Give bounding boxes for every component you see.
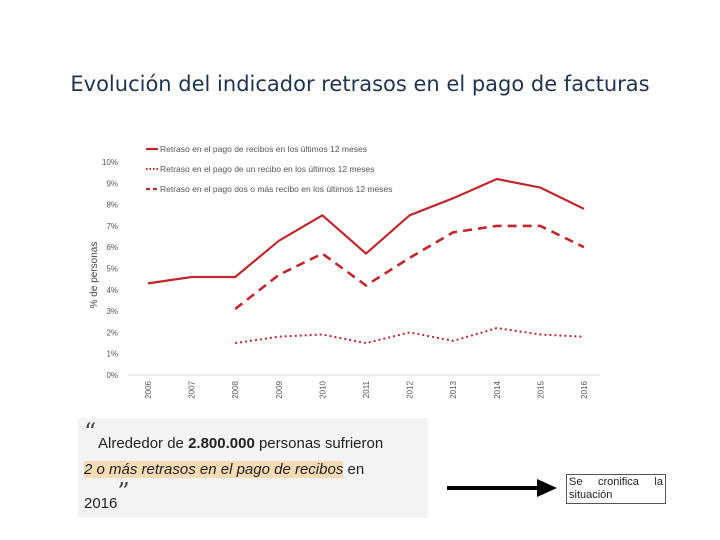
x-tick-label: 2016 [580, 380, 589, 398]
slide-title: Evolución del indicador retrasos en el p… [70, 72, 650, 96]
quote-text: personas sufrieron [254, 435, 384, 452]
x-tick-label: 2012 [406, 380, 415, 398]
quote-line-1: Alrededor de 2.800.000 personas sufriero… [98, 435, 383, 452]
y-tick-label: 3% [106, 307, 118, 316]
y-tick-label: 0% [106, 371, 118, 380]
quote-open-mark: “ [84, 418, 97, 446]
y-tick-label: 2% [106, 328, 118, 337]
x-tick-label: 2011 [362, 380, 371, 398]
quote-box: “ Alrededor de 2.800.000 personas sufrie… [78, 418, 428, 518]
series-line-3 [234, 224, 585, 311]
quote-text: Alrededor de [98, 435, 189, 452]
x-tick-label: 2009 [275, 380, 284, 398]
y-tick-label: 10% [102, 158, 118, 167]
x-tick-label: 2013 [449, 380, 458, 398]
series-line-1 [147, 177, 585, 285]
side-note-box: Se cronifica la situación [566, 474, 666, 504]
y-tick-label: 6% [106, 243, 118, 252]
y-tick-label: 8% [106, 201, 118, 210]
legend-label: Retraso en el pago de un recibo en los ú… [160, 164, 375, 174]
x-tick-label: 2007 [188, 380, 197, 398]
line-chart: 0% 1% 2% 3% 4% 5% 6% 7% 8% 9% 10% 2006 2007 2008 2009… [89, 144, 600, 399]
legend-label: Retraso en el pago de recibos en los últ… [160, 144, 367, 154]
quote-close-mark: ” [117, 478, 130, 506]
x-tick-label: 2006 [144, 380, 153, 398]
y-tick-label: 1% [106, 350, 118, 359]
x-tick-label: 2014 [493, 380, 502, 398]
legend-label: Retraso en el pago dos o más recibo en l… [160, 184, 392, 194]
y-axis-label: % de personas [89, 242, 100, 309]
quote-highlight: 2 o más retrasos en el pago de recibos [84, 461, 344, 478]
series-lines [147, 177, 585, 345]
y-tick-labels: 0% 1% 2% 3% 4% 5% 6% 7% 8% 9% 10% [102, 158, 118, 380]
x-tick-labels: 2006 2007 2008 2009 2010 2011 2012 2013 2014 2015… [144, 380, 589, 398]
chart-legend: Retraso en el pago de recibos en los últ… [146, 144, 392, 194]
y-tick-label: 9% [106, 179, 118, 188]
quote-number: 2.800.000 [188, 435, 255, 452]
quote-text: en [343, 461, 365, 478]
x-tick-label: 2015 [536, 380, 545, 398]
y-tick-label: 5% [106, 265, 118, 274]
series-line-2 [235, 327, 585, 345]
quote-line-2: 2 o más retrasos en el pago de recibos e… [84, 461, 364, 478]
y-tick-label: 4% [106, 286, 118, 295]
x-tick-label: 2010 [318, 380, 327, 398]
x-tick-label: 2008 [231, 380, 240, 398]
arrow-right-icon [447, 479, 557, 497]
y-tick-label: 7% [106, 222, 118, 231]
quote-year: 2016 [84, 495, 118, 512]
quote-line-3: 2016” [84, 478, 130, 514]
